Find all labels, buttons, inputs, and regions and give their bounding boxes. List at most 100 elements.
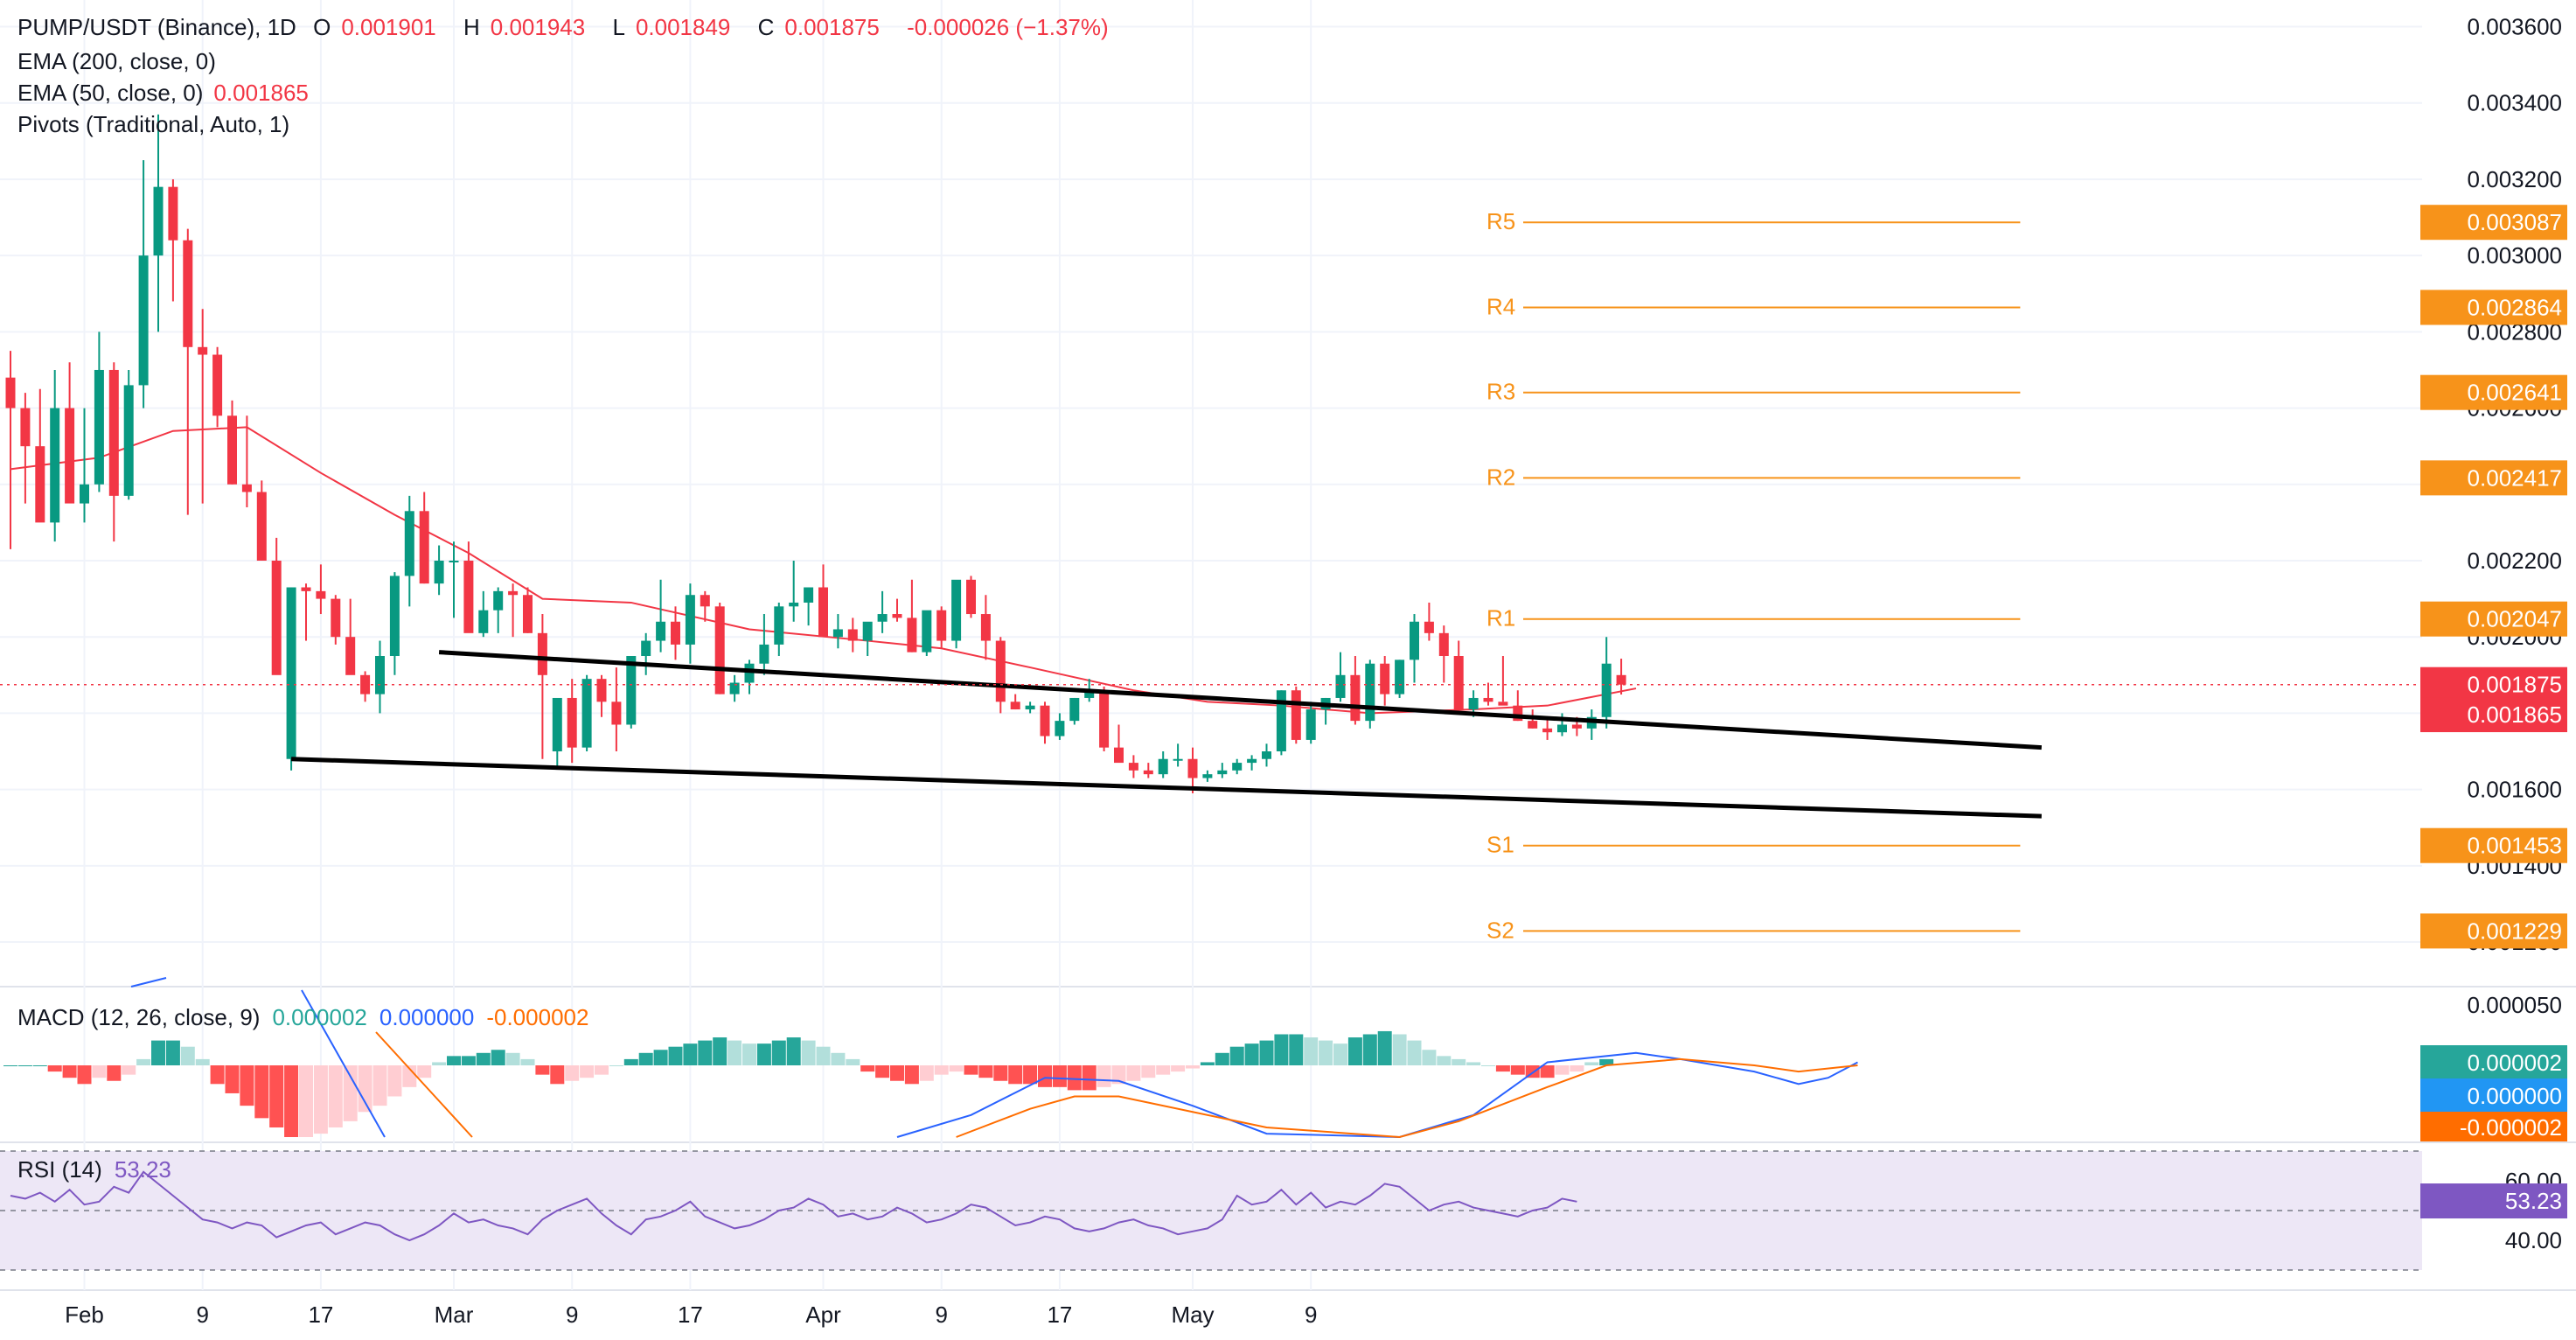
rsi-label: RSI (14) [17, 1156, 102, 1183]
macd-bar [728, 1040, 742, 1065]
pivots-label: Pivots (Traditional, Auto, 1) [17, 111, 290, 137]
candle-body [951, 579, 962, 641]
macd-bar [934, 1065, 949, 1075]
macd-signal-value: -0.000002 [486, 1004, 589, 1030]
pivot-price-tag-label: 0.002417 [2468, 464, 2562, 491]
macd-bar [831, 1052, 846, 1065]
pivot-label-r1: R1 [1486, 605, 1515, 632]
macd-bar [343, 1065, 358, 1121]
rsi-value-tag [2420, 1183, 2567, 1219]
candle-body [1069, 697, 1080, 722]
candle-body [1262, 751, 1271, 759]
close-label: C [757, 14, 775, 40]
macd-bar [713, 1037, 728, 1065]
candle-body [375, 656, 385, 694]
macd-bar [1126, 1065, 1141, 1081]
macd-bar [1186, 1065, 1200, 1069]
ohlc-legend: PUMP/USDT (Binance), 1D O 0.001901 H 0.001… [17, 12, 1119, 42]
candle-body [168, 186, 178, 241]
rsi-legend[interactable]: RSI (14) 53.23 [17, 1156, 171, 1183]
candle-body [877, 614, 888, 622]
rsi-value: 53.23 [114, 1156, 171, 1183]
macd-bar [1156, 1065, 1171, 1075]
pivot-price-tag-label: 0.003087 [2468, 209, 2562, 235]
macd-bar [904, 1065, 919, 1085]
macd-line-early-top [130, 977, 167, 988]
macd-bar [993, 1065, 1008, 1081]
candle-body [1025, 705, 1035, 710]
ema50-legend[interactable]: EMA (50, close, 0) 0.001865 [17, 78, 319, 108]
macd-bar [122, 1065, 136, 1075]
macd-bar [77, 1065, 92, 1085]
candle-body [1247, 758, 1257, 764]
current-price-tag-label: 0.001875 [2468, 672, 2562, 698]
time-axis-label: Feb [65, 1302, 104, 1328]
candle-body [301, 587, 311, 591]
pivots-legend[interactable]: Pivots (Traditional, Auto, 1) [17, 109, 300, 139]
candle-body [1291, 690, 1301, 740]
ema50-price-tag-label: 0.001865 [2468, 701, 2562, 728]
candle-body [1483, 697, 1493, 702]
candle-body [389, 576, 400, 656]
candle-body [419, 511, 429, 584]
ema50-label: EMA (50, close, 0) [17, 80, 204, 106]
macd-bar [1584, 1062, 1599, 1065]
macd-bar [1347, 1037, 1362, 1065]
ema50-price-tag [2420, 697, 2567, 733]
macd-hist-value: 0.000002 [272, 1004, 367, 1030]
macd-bar [1599, 1058, 1614, 1065]
candle-body [434, 560, 444, 584]
candle-body [862, 621, 873, 641]
candle-body [744, 663, 755, 683]
time-axis-label: 17 [678, 1302, 703, 1328]
candle-body [641, 640, 651, 656]
macd-bar [1333, 1043, 1347, 1065]
ema50-value: 0.001865 [213, 80, 309, 106]
candle-body [1410, 621, 1419, 660]
macd-bar [595, 1065, 609, 1075]
candle-body [345, 637, 356, 675]
macd-bar [1319, 1040, 1333, 1065]
time-axis-label: Apr [805, 1302, 841, 1328]
macd-bar [225, 1065, 240, 1093]
rsi-line [10, 1170, 1577, 1242]
macd-bar [1555, 1065, 1570, 1075]
macd-bar [875, 1065, 890, 1078]
macd-bar [580, 1065, 595, 1078]
macd-bar [1259, 1040, 1274, 1065]
candle-body [1276, 690, 1286, 752]
macd-legend[interactable]: MACD (12, 26, close, 9) 0.000002 0.000000-… [17, 1004, 588, 1031]
symbol-title: PUMP/USDT (Binance), 1D [17, 14, 296, 40]
pivot-label-s1: S1 [1486, 832, 1514, 858]
ema200-label: EMA (200, close, 0) [17, 48, 216, 74]
macd-bar [447, 1056, 461, 1065]
pivot-price-tag [2420, 374, 2567, 410]
rsi-value-tag-label: 53.23 [2505, 1188, 2562, 1214]
candle-body [5, 377, 16, 408]
pivot-label-r5: R5 [1486, 208, 1515, 234]
macd-bar [623, 1058, 638, 1065]
time-axis-label: May [1171, 1302, 1214, 1328]
candle-body [271, 560, 282, 675]
candle-body [1498, 701, 1508, 706]
macd-bar [890, 1065, 904, 1081]
candle-body [50, 408, 60, 523]
macd-bar [1141, 1065, 1156, 1078]
candle-body [936, 610, 947, 641]
candle-body [729, 682, 740, 694]
candle-body [1010, 701, 1020, 710]
macd-bar [535, 1065, 550, 1075]
candle-body [1438, 632, 1449, 656]
ema200-legend[interactable]: EMA (200, close, 0) [17, 46, 226, 76]
macd-bar [1392, 1034, 1407, 1065]
candle-body [65, 408, 75, 504]
macd-bar [107, 1065, 122, 1081]
macd-hist-tag-label: 0.000002 [2468, 1050, 2562, 1076]
candle-body [1424, 621, 1434, 633]
macd-bar [476, 1052, 491, 1065]
macd-bar [520, 1058, 535, 1065]
macd-bar [1570, 1065, 1584, 1072]
candle-body [1335, 674, 1346, 698]
macd-bar [417, 1065, 432, 1078]
